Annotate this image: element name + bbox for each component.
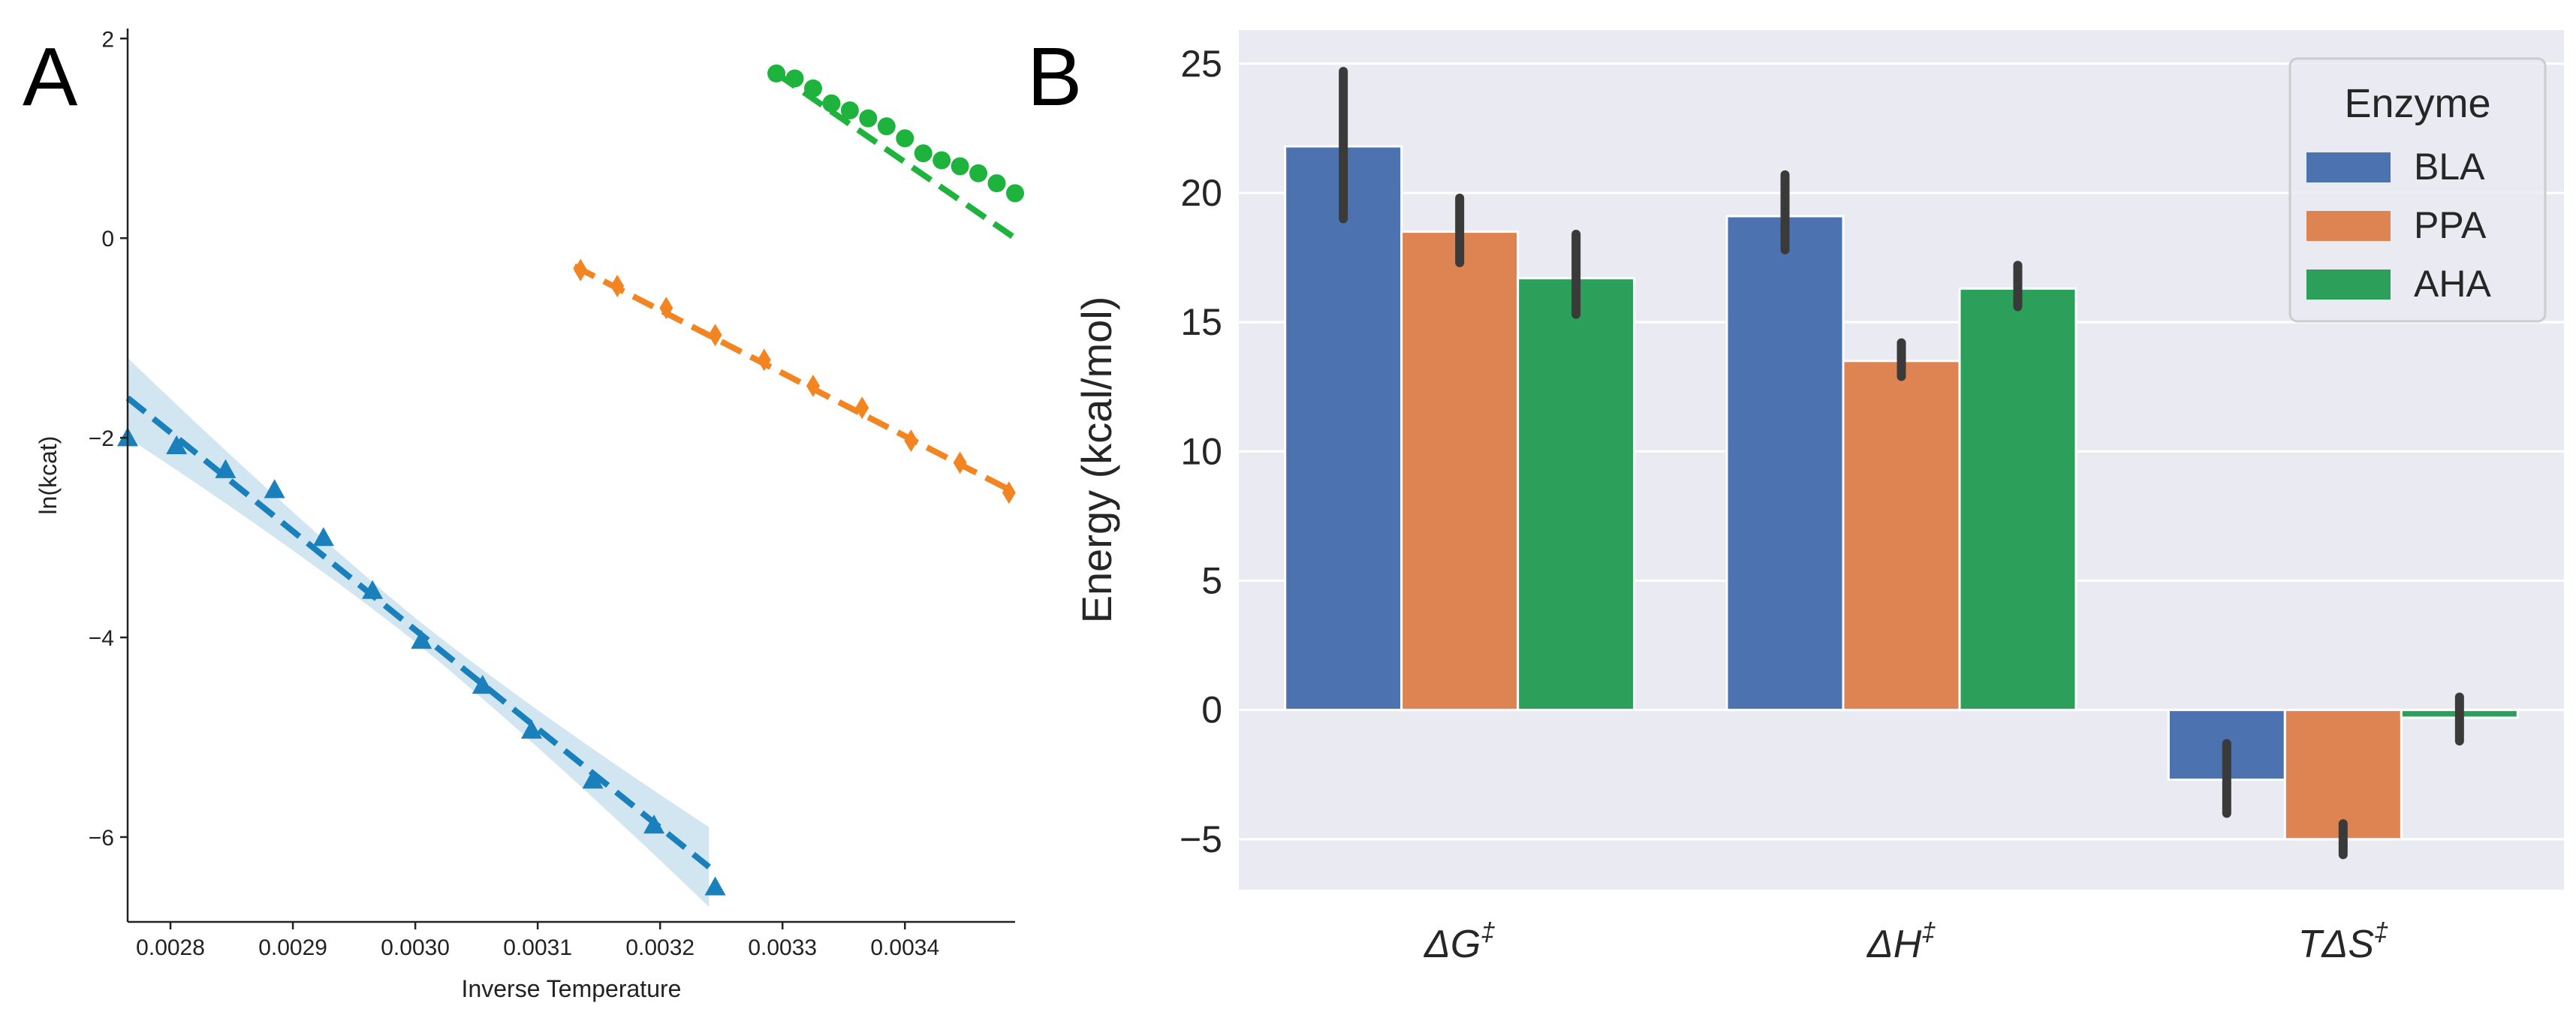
data-point-aha-10 xyxy=(951,157,969,176)
y-tick-label: 10 xyxy=(1180,430,1222,472)
y-tick-label: 2 xyxy=(101,27,114,52)
fit-line-bla xyxy=(125,395,711,869)
axis-ticks: −5 0 5 10 15 20 25 xyxy=(1180,43,1222,860)
legend-label-bla: BLA xyxy=(2414,146,2485,188)
data-point-aha-4 xyxy=(840,101,859,120)
data-point-bla-11 xyxy=(704,876,726,896)
x-tick-label: 0.0030 xyxy=(381,935,450,960)
y-tick-label: −6 xyxy=(89,826,114,851)
data-point-bla-9 xyxy=(582,770,604,789)
legend-swatch-bla xyxy=(2306,152,2391,182)
data-point-ppa-0 xyxy=(574,258,588,282)
bar-aha-1 xyxy=(1958,287,2077,712)
data-point-ppa-9 xyxy=(1002,481,1016,504)
category-label: ΔH‡ xyxy=(1866,918,1936,966)
data-point-ppa-4 xyxy=(757,348,771,372)
x-tick-label: 0.0034 xyxy=(870,935,939,960)
y-tick-label: 0 xyxy=(101,227,114,251)
panel-b-letter: B xyxy=(1027,31,1082,123)
axis-ticks: 0.0028 0.0029 0.0030 0.0031 0.0032 0.0033 0.00… xyxy=(89,27,939,960)
data-point-bla-5 xyxy=(362,580,384,599)
data-point-aha-2 xyxy=(803,79,822,98)
legend-swatch-aha xyxy=(2306,270,2391,300)
x-tick-label: 0.0033 xyxy=(748,935,817,960)
data-point-aha-13 xyxy=(1006,184,1024,203)
data-point-bla-10 xyxy=(643,815,665,834)
x-tick-label: 0.0029 xyxy=(258,935,327,960)
bar-bla-1 xyxy=(1725,215,1845,712)
category-label: ΔG‡ xyxy=(1423,918,1495,966)
error-bars xyxy=(1339,67,2464,860)
y-tick-label: 5 xyxy=(1201,559,1222,601)
data-point-aha-9 xyxy=(932,151,951,170)
data-point-ppa-7 xyxy=(904,429,918,453)
fit-line-ppa xyxy=(573,263,1017,495)
legend-items: BLA PPA AHA xyxy=(2306,146,2491,305)
x-tick-label: 0.0031 xyxy=(503,935,572,960)
legend-title: Enzyme xyxy=(2344,81,2490,126)
x-axis-label: Inverse Temperature xyxy=(462,975,682,1002)
data-point-aha-1 xyxy=(785,69,804,88)
data-point-bla-2 xyxy=(215,459,237,478)
bars xyxy=(1284,145,2519,841)
data-point-ppa-1 xyxy=(610,275,625,298)
y-tick-label: 20 xyxy=(1180,172,1222,214)
x-tick-label: 0.0032 xyxy=(625,935,694,960)
legend-label-aha: AHA xyxy=(2414,263,2491,305)
panel-a-scatter-chart: 0.0028 0.0029 0.0030 0.0031 0.0032 0.0033 0.00… xyxy=(35,27,1024,1002)
data-point-bla-8 xyxy=(521,719,543,739)
data-point-aha-3 xyxy=(822,94,841,113)
y-axis-label: Energy (kcal/mol) xyxy=(1073,297,1120,624)
x-tick-label: 0.0028 xyxy=(136,935,205,960)
data-point-bla-4 xyxy=(312,527,334,547)
data-points xyxy=(117,64,1024,896)
y-tick-label: 15 xyxy=(1180,301,1222,343)
data-point-bla-1 xyxy=(166,435,188,454)
legend-swatch-ppa xyxy=(2306,211,2391,241)
category-label: TΔS‡ xyxy=(2298,918,2388,966)
data-point-ppa-2 xyxy=(659,297,673,320)
fit-line-aha xyxy=(774,71,1017,241)
data-point-aha-12 xyxy=(987,174,1006,193)
y-tick-label: −2 xyxy=(89,426,114,451)
legend: Enzyme BLA PPA AHA xyxy=(2288,57,2547,323)
data-point-bla-7 xyxy=(472,674,493,694)
data-point-aha-11 xyxy=(969,164,988,182)
y-tick-label: 0 xyxy=(1201,689,1222,731)
bar-ppa-0 xyxy=(1400,230,1520,712)
data-point-aha-5 xyxy=(859,109,878,128)
data-point-bla-6 xyxy=(411,630,432,649)
data-point-aha-7 xyxy=(896,129,914,148)
data-point-aha-6 xyxy=(877,117,896,136)
y-tick-label: −4 xyxy=(89,626,114,651)
data-point-bla-3 xyxy=(264,479,285,498)
y-axis-label: ln(kcat) xyxy=(35,436,62,515)
bar-aha-0 xyxy=(1517,277,1636,712)
bar-ppa-1 xyxy=(1842,360,1961,712)
data-point-aha-8 xyxy=(914,144,932,163)
data-point-ppa-6 xyxy=(855,396,869,420)
y-tick-label: 25 xyxy=(1180,43,1222,85)
panel-a-letter: A xyxy=(23,31,78,123)
data-point-ppa-5 xyxy=(806,375,820,397)
legend-label-ppa: PPA xyxy=(2414,204,2487,246)
panel-b-bar-chart: −5 0 5 10 15 20 25 ΔG‡ ΔH‡ TΔS‡ Energy (kcal/mol… xyxy=(1073,30,2564,966)
data-point-ppa-8 xyxy=(953,451,967,474)
category-labels: ΔG‡ ΔH‡ TΔS‡ xyxy=(1423,918,2388,966)
legend-box xyxy=(2288,57,2547,323)
bar-bla-0 xyxy=(1284,145,1403,712)
fit-lines xyxy=(125,71,1017,869)
y-tick-label: −5 xyxy=(1180,818,1222,860)
data-point-aha-0 xyxy=(767,64,786,83)
data-point-ppa-3 xyxy=(708,324,722,347)
